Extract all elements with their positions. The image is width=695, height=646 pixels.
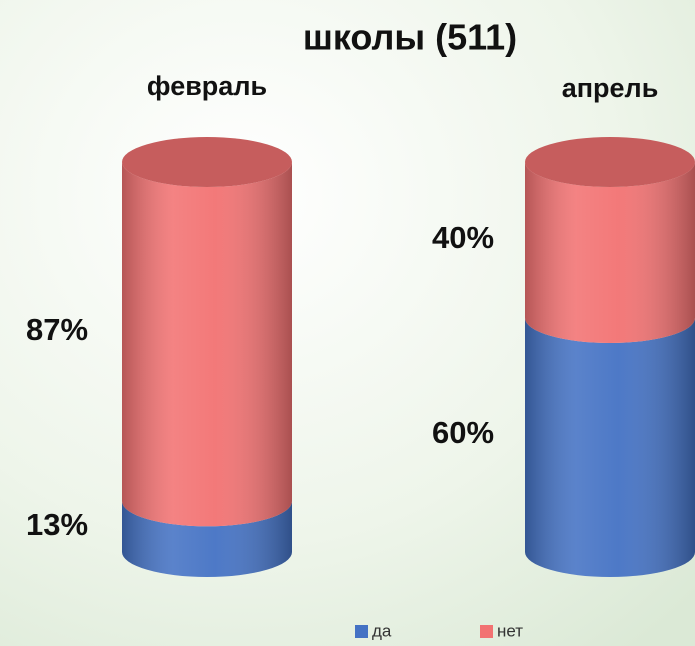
legend-swatch [355,625,368,638]
cylinder-shading [122,501,292,577]
chart-title: школы (511) [303,17,517,58]
category-label: февраль [147,71,267,101]
value-label: 40% [432,220,494,255]
value-label: 60% [432,415,494,450]
value-label: 13% [26,507,88,542]
legend-swatch [480,625,493,638]
legend-label: да [372,621,392,640]
category-label: апрель [562,73,659,103]
cylinder-shading [122,162,292,527]
cylinder-shading [525,162,695,343]
cylinder-top [122,137,292,187]
cylinder-top [525,137,695,187]
value-label: 87% [26,312,88,347]
legend-label: нет [497,621,523,640]
cylinder-shading [525,318,695,577]
